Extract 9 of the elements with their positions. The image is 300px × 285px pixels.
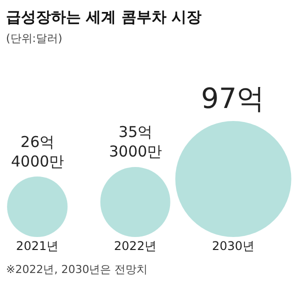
text: ※2022년, 2030년은 전망치	[6, 263, 148, 276]
data-label: 26억 4000만	[11, 133, 64, 170]
data-label: 97억	[201, 82, 265, 115]
category-label: 2021년	[16, 239, 59, 253]
category-label: 2030년	[212, 239, 255, 253]
data-label: 35억 3000만	[109, 123, 162, 160]
text: (단위:달러)	[6, 32, 62, 45]
text: 급성장하는 세계 콤부차 시장	[6, 8, 202, 26]
category-label: 2022년	[114, 239, 157, 253]
